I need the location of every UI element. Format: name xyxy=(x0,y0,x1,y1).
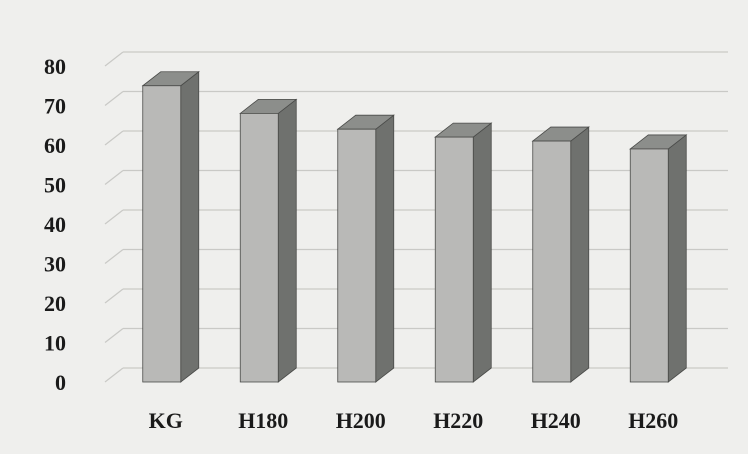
bar xyxy=(239,98,298,383)
x-category-label: H180 xyxy=(238,408,288,433)
x-category-label: H240 xyxy=(531,408,581,433)
y-tick-label: 70 xyxy=(44,94,66,119)
x-category-label: H200 xyxy=(336,408,386,433)
bar-side xyxy=(375,114,395,383)
gridline-depth xyxy=(104,209,124,225)
y-tick-label: 30 xyxy=(44,252,66,277)
bar-front xyxy=(629,148,669,383)
gridline-depth xyxy=(104,328,124,343)
bar-side xyxy=(667,134,687,383)
bar-side xyxy=(180,70,200,383)
gridline-depth xyxy=(104,367,124,383)
gridline-depth xyxy=(104,170,124,185)
bar-front xyxy=(142,85,182,383)
gridline-depth xyxy=(104,288,124,304)
y-tick-label: 50 xyxy=(44,173,66,198)
gridline-depth xyxy=(104,249,124,264)
x-category-label: H260 xyxy=(628,408,678,433)
y-axis-ticks: 0 10 20 30 40 50 60 70 80 xyxy=(44,54,66,395)
bar-side xyxy=(277,98,297,383)
gridline-depth xyxy=(104,51,124,67)
bar-front xyxy=(239,113,279,383)
bar-front xyxy=(532,140,572,383)
y-tick-label: 60 xyxy=(44,133,66,158)
bar xyxy=(531,126,590,383)
y-tick-label: 10 xyxy=(44,331,66,356)
x-category-label: KG xyxy=(149,408,183,433)
gridline-depth xyxy=(104,91,124,106)
y-tick-label: 80 xyxy=(44,54,66,79)
y-tick-label: 40 xyxy=(44,212,66,237)
bar-side xyxy=(472,122,492,383)
bar xyxy=(434,122,493,383)
gridlines xyxy=(104,51,728,383)
bar-side xyxy=(570,126,590,383)
y-tick-label: 0 xyxy=(55,370,66,395)
bar-front xyxy=(337,128,377,383)
bar xyxy=(629,134,688,383)
x-category-label: H220 xyxy=(433,408,483,433)
bars xyxy=(141,70,688,383)
bar-front xyxy=(434,136,474,383)
x-axis-categories: KG H180 H200 H220 H240 H260 xyxy=(149,408,679,433)
bar xyxy=(336,114,395,383)
y-tick-label: 20 xyxy=(44,291,66,316)
bar xyxy=(141,70,200,383)
gridline-depth xyxy=(104,130,124,146)
